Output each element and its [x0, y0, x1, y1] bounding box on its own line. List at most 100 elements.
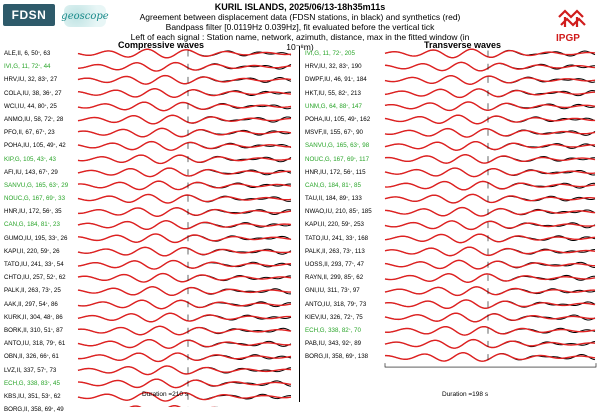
station-name: BORG,II	[305, 353, 329, 361]
synthetic-trace	[77, 154, 292, 165]
station-max: 45	[53, 379, 60, 387]
station-max: 73	[359, 300, 367, 308]
synthetic-trace	[384, 312, 596, 323]
station-label: LVZ,II, 337, 57°, 73	[4, 366, 57, 374]
synthetic-trace	[385, 352, 596, 362]
station-azimuth: 220	[327, 221, 339, 229]
station-name: LVZ,II	[4, 366, 21, 374]
station-label: RAYN,II, 299, 85°, 62	[305, 274, 364, 282]
station-max: 162	[359, 115, 371, 123]
data-trace	[77, 378, 292, 389]
station-label: KIP,G, 105, 43°, 43	[4, 155, 56, 163]
station-max: 168	[357, 234, 369, 242]
station-name: PFO,II	[4, 129, 22, 137]
geoscope-logo: geoscope	[61, 5, 109, 27]
station-label: ALE,II, 6, 50°, 63	[4, 50, 51, 57]
station-azimuth: 343	[328, 340, 339, 348]
station-label: KIEV,IU, 326, 72°, 75	[305, 313, 363, 321]
data-trace	[78, 207, 292, 217]
station-azimuth: 184	[27, 221, 38, 229]
station-label: TATO,IU, 241, 33°, 54	[4, 261, 64, 268]
station-label: SANVU,G, 165, 63°, 98	[305, 142, 370, 150]
station-max: 62	[53, 392, 61, 400]
station-name: IVI,G	[305, 50, 320, 57]
station-label: NOUC,G, 167, 69°, 117	[305, 155, 370, 163]
station-azimuth: 297	[25, 300, 36, 308]
station-max: 54	[56, 261, 64, 268]
station-label: NOUC,G, 167, 69°, 33	[4, 195, 66, 203]
synthetic-trace	[77, 299, 292, 310]
station-distance: 33	[345, 234, 353, 242]
station-azimuth: 105	[32, 142, 44, 150]
station-distance: 89	[339, 195, 347, 203]
station-label: COLA,IU, 38, 36°, 27	[4, 89, 62, 97]
station-label: KURK,II, 304, 48°, 86	[4, 313, 63, 321]
station-azimuth: 155	[330, 129, 341, 137]
station-label: IVI,G, 11, 72°, 44	[4, 63, 51, 71]
ipgp-label: IPGP	[556, 33, 580, 44]
station-label: DWPF,IU, 46, 91°, 184	[305, 76, 367, 84]
synthetic-trace	[384, 193, 596, 204]
synthetic-trace	[77, 193, 292, 204]
station-label: NWAO,IU, 210, 85°, 185	[305, 208, 372, 216]
synthetic-trace	[384, 286, 596, 297]
data-trace	[77, 75, 292, 85]
synthetic-trace	[77, 286, 292, 297]
station-label: HNR,IU, 172, 56°, 35	[4, 208, 62, 216]
station-distance: 73	[342, 247, 350, 255]
duration-bracket	[384, 363, 597, 368]
station-azimuth: 257	[32, 274, 44, 282]
station-label: GUMO,IU, 195, 33°, 26	[4, 234, 68, 242]
station-label: IVI,G, 11, 72°, 205	[305, 50, 355, 57]
station-distance: 79	[46, 340, 54, 348]
station-label: GNI,IU, 311, 73°, 97	[305, 287, 360, 295]
station-label: KBS,IU, 351, 53°, 62	[4, 392, 61, 400]
station-distance: 77	[344, 261, 352, 268]
station-azimuth: 293	[331, 261, 342, 268]
station-label: PAB,IU, 343, 92°, 89	[305, 340, 362, 348]
station-label: ECH,G, 338, 83°, 45	[4, 379, 60, 387]
station-azimuth: 263	[328, 247, 340, 255]
station-distance: 43	[36, 155, 44, 163]
station-max: 42	[58, 142, 66, 150]
station-name: WCI,IU	[4, 102, 24, 110]
station-max: 23	[47, 129, 55, 137]
station-max: 90	[356, 129, 363, 137]
transverse-duration: Duration =198 s	[442, 391, 489, 398]
synthetic-trace	[77, 220, 292, 231]
station-distance: 91	[344, 76, 352, 84]
station-distance: 82	[338, 89, 346, 97]
station-name: KAPI,II	[4, 247, 24, 255]
station-name: ANTO,IU	[4, 340, 29, 348]
station-distance: 67	[35, 129, 43, 137]
station-label: HNR,IU, 172, 56°, 115	[305, 168, 366, 176]
station-azimuth: 167	[32, 195, 43, 203]
station-distance: 63	[49, 181, 56, 189]
station-azimuth: 172	[28, 208, 40, 216]
station-distance: 72	[343, 313, 351, 321]
station-distance: 33	[44, 261, 52, 268]
synthetic-trace	[384, 88, 596, 99]
station-azimuth: 195	[34, 234, 45, 242]
station-distance: 88	[339, 102, 347, 110]
station-label: ANTO,IU, 318, 79°, 61	[4, 340, 66, 348]
station-name: MSVF,II	[305, 129, 327, 137]
station-distance: 50	[31, 50, 39, 57]
station-max: 44	[43, 63, 51, 71]
station-label: ANMO,IU, 58, 72°, 28	[4, 115, 64, 123]
station-distance: 92	[342, 340, 349, 348]
station-max: 86	[55, 313, 63, 321]
data-trace	[77, 246, 292, 257]
data-trace	[77, 62, 292, 72]
station-max: 28	[56, 115, 64, 123]
station-distance: 49	[347, 115, 355, 123]
synthetic-trace	[384, 325, 596, 336]
station-label: OBN,II, 326, 66°, 61	[4, 353, 59, 361]
station-distance: 53	[41, 392, 49, 400]
data-trace	[384, 246, 596, 257]
data-trace	[384, 207, 596, 217]
station-name: KIEV,IU	[305, 313, 327, 321]
station-label: AFI,IU, 143, 67°, 29	[4, 168, 58, 176]
station-max: 61	[58, 340, 66, 348]
data-trace	[384, 75, 596, 85]
